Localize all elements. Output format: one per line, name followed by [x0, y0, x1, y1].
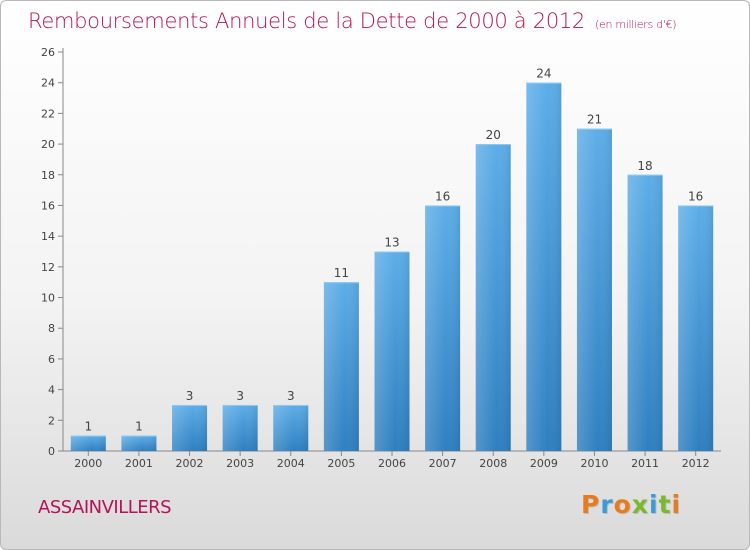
y-tick-label: 0: [48, 445, 55, 458]
data-label: 1: [84, 420, 92, 434]
x-tick-label: 2000: [74, 457, 102, 470]
chart-title: Remboursements Annuels de la Dette de 20…: [28, 9, 676, 33]
x-tick-label: 2001: [125, 457, 153, 470]
bar-shading: [121, 435, 157, 451]
bars: [70, 82, 714, 452]
y-tick-label: 20: [41, 138, 55, 151]
x-tick-label: 2009: [530, 457, 558, 470]
data-label: 11: [334, 266, 349, 280]
y-tick-label: 12: [41, 261, 55, 274]
y-tick-label: 24: [41, 77, 55, 90]
data-label: 1: [135, 420, 143, 434]
logo-letter: i: [649, 490, 659, 519]
bar-shading: [475, 144, 511, 452]
y-tick-label: 8: [48, 322, 55, 335]
logo-letter: o: [613, 490, 632, 519]
data-label: 3: [287, 389, 295, 403]
x-tick-label: 2008: [479, 457, 507, 470]
commune-name: ASSAINVILLERS: [38, 497, 172, 518]
bar-shading: [425, 205, 461, 451]
logo-letter: P: [581, 490, 601, 519]
title-unit: (en milliers d'€): [595, 18, 677, 31]
logo-letter: x: [631, 490, 649, 519]
y-tick-label: 26: [41, 46, 55, 59]
data-label: 3: [186, 389, 194, 403]
y-tick-label: 6: [48, 353, 55, 366]
x-tick-label: 2010: [580, 457, 608, 470]
x-tick-label: 2003: [226, 457, 254, 470]
x-tick-label: 2004: [277, 457, 305, 470]
proxiti-logo: Proxiti: [581, 490, 681, 519]
bar-shading: [172, 404, 208, 451]
data-label: 13: [384, 236, 399, 250]
data-label: 3: [236, 389, 244, 403]
data-label: 18: [637, 159, 652, 173]
x-tick-label: 2007: [429, 457, 457, 470]
bar-shading: [678, 205, 714, 451]
bar-shading: [576, 128, 612, 451]
data-label: 16: [435, 189, 450, 203]
logo-letter: r: [600, 490, 614, 519]
logo-letter: t: [658, 490, 672, 519]
bar-shading: [323, 282, 359, 451]
data-label: 16: [688, 189, 703, 203]
bar-shading: [526, 82, 562, 451]
data-label: 20: [486, 128, 501, 142]
x-tick-label: 2011: [631, 457, 659, 470]
bar-shading: [374, 251, 410, 451]
y-tick-label: 14: [41, 230, 55, 243]
bar-shading: [273, 404, 309, 451]
y-tick-label: 16: [41, 199, 55, 212]
x-tick-label: 2005: [327, 457, 355, 470]
title-text: Remboursements Annuels de la Dette de 20…: [28, 9, 585, 33]
y-tick-label: 18: [41, 169, 55, 182]
x-tick-label: 2012: [682, 457, 710, 470]
data-label: 24: [536, 67, 551, 81]
y-tick-label: 2: [48, 414, 55, 427]
bar-shading: [627, 174, 663, 451]
x-tick-label: 2002: [176, 457, 204, 470]
y-tick-label: 10: [41, 292, 55, 305]
y-tick-label: 4: [48, 384, 55, 397]
data-label: 21: [587, 113, 602, 127]
x-tick-label: 2006: [378, 457, 406, 470]
y-tick-label: 22: [41, 107, 55, 120]
logo-letter: i: [671, 490, 682, 519]
bar-shading: [70, 435, 106, 451]
bar-shading: [222, 404, 258, 451]
